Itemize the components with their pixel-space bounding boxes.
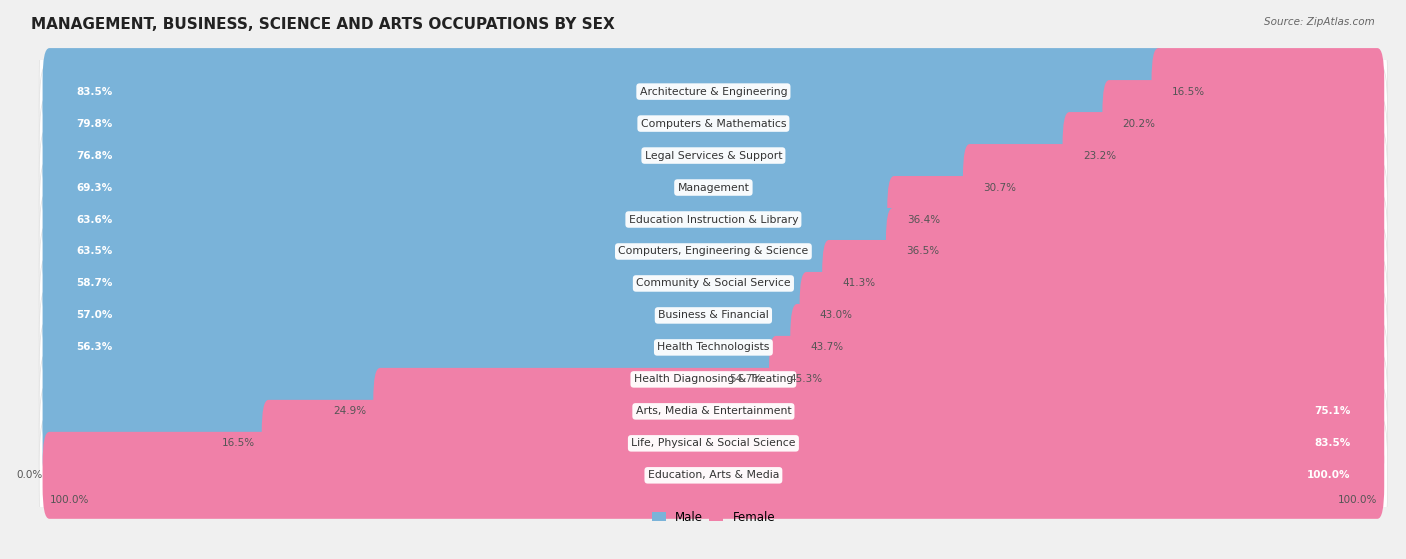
Text: 54.7%: 54.7% (730, 375, 762, 385)
FancyBboxPatch shape (42, 144, 977, 231)
FancyBboxPatch shape (39, 349, 1388, 473)
Text: Health Diagnosing & Treating: Health Diagnosing & Treating (634, 375, 793, 385)
FancyBboxPatch shape (42, 336, 783, 423)
FancyBboxPatch shape (39, 318, 1388, 442)
FancyBboxPatch shape (1063, 112, 1385, 199)
FancyBboxPatch shape (39, 61, 1388, 186)
FancyBboxPatch shape (42, 112, 1076, 199)
FancyBboxPatch shape (42, 240, 835, 327)
Text: Community & Social Service: Community & Social Service (636, 278, 790, 288)
FancyBboxPatch shape (1102, 80, 1385, 167)
FancyBboxPatch shape (42, 432, 1385, 519)
Text: 0.0%: 0.0% (17, 470, 42, 480)
Text: Management: Management (678, 183, 749, 192)
FancyBboxPatch shape (39, 190, 1388, 314)
Text: 58.7%: 58.7% (76, 278, 112, 288)
Text: 100.0%: 100.0% (1306, 470, 1350, 480)
Text: Business & Financial: Business & Financial (658, 310, 769, 320)
FancyBboxPatch shape (42, 80, 1116, 167)
FancyBboxPatch shape (823, 240, 1385, 327)
FancyBboxPatch shape (373, 368, 1385, 455)
Text: 20.2%: 20.2% (1123, 119, 1156, 129)
Text: Architecture & Engineering: Architecture & Engineering (640, 87, 787, 97)
Legend: Male, Female: Male, Female (647, 506, 780, 528)
Text: MANAGEMENT, BUSINESS, SCIENCE AND ARTS OCCUPATIONS BY SEX: MANAGEMENT, BUSINESS, SCIENCE AND ARTS O… (31, 17, 614, 32)
Text: 100.0%: 100.0% (49, 495, 89, 505)
FancyBboxPatch shape (42, 272, 813, 359)
Text: 63.6%: 63.6% (76, 215, 112, 225)
FancyBboxPatch shape (262, 400, 1385, 487)
Text: Health Technologists: Health Technologists (657, 343, 769, 352)
FancyBboxPatch shape (39, 221, 1388, 345)
Text: Legal Services & Support: Legal Services & Support (644, 150, 782, 160)
Text: 56.3%: 56.3% (76, 343, 112, 352)
FancyBboxPatch shape (42, 208, 900, 295)
FancyBboxPatch shape (39, 286, 1388, 409)
FancyBboxPatch shape (42, 400, 276, 487)
Text: 63.5%: 63.5% (76, 247, 112, 257)
Text: 36.4%: 36.4% (908, 215, 941, 225)
Text: Arts, Media & Entertainment: Arts, Media & Entertainment (636, 406, 792, 416)
FancyBboxPatch shape (42, 176, 901, 263)
Text: Education, Arts & Media: Education, Arts & Media (648, 470, 779, 480)
FancyBboxPatch shape (1152, 48, 1385, 135)
FancyBboxPatch shape (39, 93, 1388, 217)
FancyBboxPatch shape (39, 413, 1388, 537)
Text: 83.5%: 83.5% (76, 87, 112, 97)
FancyBboxPatch shape (963, 144, 1385, 231)
Text: 43.0%: 43.0% (820, 310, 853, 320)
Text: 100.0%: 100.0% (1339, 495, 1378, 505)
Text: Education Instruction & Library: Education Instruction & Library (628, 215, 799, 225)
Text: 41.3%: 41.3% (842, 278, 876, 288)
Text: Life, Physical & Social Science: Life, Physical & Social Science (631, 438, 796, 448)
FancyBboxPatch shape (800, 272, 1385, 359)
Text: 23.2%: 23.2% (1083, 150, 1116, 160)
FancyBboxPatch shape (790, 304, 1385, 391)
Text: 16.5%: 16.5% (222, 438, 254, 448)
Text: 83.5%: 83.5% (1315, 438, 1350, 448)
Text: 45.3%: 45.3% (789, 375, 823, 385)
Text: Computers, Engineering & Science: Computers, Engineering & Science (619, 247, 808, 257)
Text: Computers & Mathematics: Computers & Mathematics (641, 119, 786, 129)
Text: 75.1%: 75.1% (1315, 406, 1350, 416)
Text: 30.7%: 30.7% (983, 183, 1017, 192)
Text: 76.8%: 76.8% (76, 150, 112, 160)
FancyBboxPatch shape (39, 253, 1388, 377)
FancyBboxPatch shape (39, 30, 1388, 154)
FancyBboxPatch shape (39, 158, 1388, 282)
Text: 57.0%: 57.0% (76, 310, 112, 320)
Text: 69.3%: 69.3% (76, 183, 112, 192)
FancyBboxPatch shape (886, 208, 1385, 295)
FancyBboxPatch shape (42, 304, 804, 391)
FancyBboxPatch shape (887, 176, 1385, 263)
Text: 79.8%: 79.8% (76, 119, 112, 129)
FancyBboxPatch shape (42, 48, 1166, 135)
FancyBboxPatch shape (769, 336, 1385, 423)
FancyBboxPatch shape (39, 381, 1388, 505)
FancyBboxPatch shape (42, 368, 387, 455)
Text: 43.7%: 43.7% (811, 343, 844, 352)
Text: Source: ZipAtlas.com: Source: ZipAtlas.com (1264, 17, 1375, 27)
FancyBboxPatch shape (39, 125, 1388, 249)
Text: 24.9%: 24.9% (333, 406, 367, 416)
Text: 36.5%: 36.5% (907, 247, 939, 257)
Text: 16.5%: 16.5% (1171, 87, 1205, 97)
